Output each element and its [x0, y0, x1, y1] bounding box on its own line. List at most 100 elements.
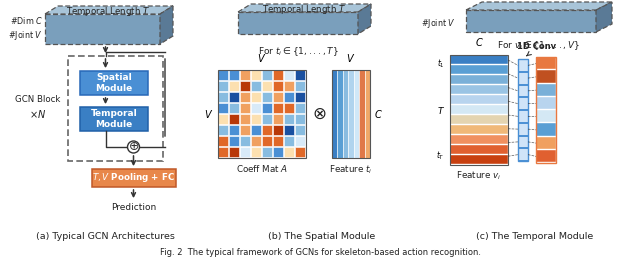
Bar: [450, 65, 508, 74]
Bar: [229, 147, 239, 157]
Bar: [332, 70, 337, 158]
Bar: [229, 92, 239, 102]
Text: $C$: $C$: [374, 108, 383, 120]
Bar: [262, 92, 272, 102]
Bar: [229, 114, 239, 124]
Bar: [295, 103, 305, 113]
Bar: [218, 147, 228, 157]
Polygon shape: [466, 2, 612, 10]
Text: Feature $v_i$: Feature $v_i$: [456, 170, 502, 182]
Bar: [295, 92, 305, 102]
Text: Temporal
Module: Temporal Module: [91, 109, 138, 129]
Bar: [240, 81, 250, 91]
Bar: [450, 145, 508, 154]
Bar: [218, 103, 228, 113]
Bar: [251, 147, 261, 157]
Bar: [536, 97, 556, 109]
Bar: [229, 103, 239, 113]
Bar: [536, 136, 556, 149]
Text: Feature $t_i$: Feature $t_i$: [329, 163, 373, 175]
Text: GCN Block: GCN Block: [15, 95, 61, 104]
Bar: [80, 107, 148, 131]
Text: For $t_i \in \{1,...,T\}$: For $t_i \in \{1,...,T\}$: [258, 46, 339, 58]
Text: $V$: $V$: [204, 108, 213, 120]
Bar: [284, 81, 294, 91]
Bar: [536, 70, 556, 83]
Text: Coeff Mat $A$: Coeff Mat $A$: [236, 163, 288, 174]
Text: $V$: $V$: [257, 52, 267, 64]
Text: $t_T$: $t_T$: [436, 149, 445, 162]
Bar: [262, 70, 272, 80]
Bar: [92, 169, 175, 187]
Bar: [295, 125, 305, 135]
Bar: [273, 103, 283, 113]
Bar: [251, 103, 261, 113]
Bar: [251, 81, 261, 91]
Bar: [284, 125, 294, 135]
Bar: [262, 81, 272, 91]
Text: #Joint $V$: #Joint $V$: [421, 17, 456, 29]
Bar: [229, 125, 239, 135]
Text: $\oplus$: $\oplus$: [128, 141, 139, 154]
Bar: [218, 81, 228, 91]
Bar: [536, 84, 556, 96]
Bar: [273, 136, 283, 146]
Bar: [284, 136, 294, 146]
Bar: [229, 136, 239, 146]
Bar: [251, 136, 261, 146]
Text: $T$: $T$: [437, 104, 445, 116]
Polygon shape: [45, 14, 160, 44]
Bar: [240, 70, 250, 80]
Bar: [284, 103, 294, 113]
Bar: [218, 136, 228, 146]
Bar: [284, 92, 294, 102]
Bar: [450, 55, 508, 64]
Bar: [343, 70, 348, 158]
Bar: [273, 81, 283, 91]
Bar: [218, 70, 306, 158]
Text: #Dim $C$: #Dim $C$: [10, 15, 43, 27]
Bar: [273, 147, 283, 157]
Bar: [518, 59, 528, 161]
Text: (a) Typical GCN Architectures: (a) Typical GCN Architectures: [36, 232, 175, 241]
Text: Temporal Length $T$: Temporal Length $T$: [67, 5, 150, 18]
Bar: [218, 114, 228, 124]
Bar: [348, 70, 354, 158]
Bar: [240, 92, 250, 102]
Text: #Joint $V$: #Joint $V$: [8, 29, 43, 43]
Bar: [450, 105, 508, 114]
Bar: [262, 103, 272, 113]
Bar: [450, 95, 508, 104]
Text: Prediction: Prediction: [111, 203, 156, 212]
Bar: [262, 125, 272, 135]
Polygon shape: [238, 4, 371, 12]
Bar: [80, 71, 148, 95]
Polygon shape: [358, 4, 371, 34]
Bar: [536, 57, 556, 69]
Bar: [365, 70, 370, 158]
Bar: [337, 70, 343, 158]
Bar: [536, 110, 556, 122]
Text: $V$: $V$: [346, 52, 356, 64]
Bar: [450, 125, 508, 134]
Bar: [251, 70, 261, 80]
Bar: [518, 135, 528, 147]
Bar: [218, 92, 228, 102]
Bar: [450, 75, 508, 84]
Bar: [273, 92, 283, 102]
Bar: [284, 114, 294, 124]
Bar: [354, 70, 359, 158]
Bar: [450, 55, 508, 165]
Bar: [450, 85, 508, 94]
Bar: [251, 114, 261, 124]
Bar: [218, 70, 228, 80]
Bar: [332, 70, 370, 158]
Bar: [536, 150, 556, 162]
Bar: [262, 136, 272, 146]
Bar: [251, 125, 261, 135]
Bar: [284, 70, 294, 80]
Bar: [536, 57, 556, 163]
Bar: [240, 147, 250, 157]
Polygon shape: [238, 12, 358, 34]
Bar: [295, 114, 305, 124]
